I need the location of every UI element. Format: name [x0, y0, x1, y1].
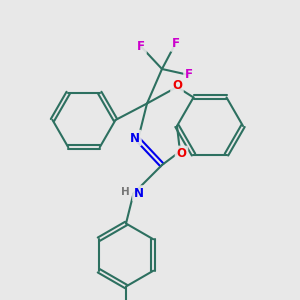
Text: H: H: [121, 187, 130, 197]
Text: N: N: [130, 131, 140, 145]
Text: F: F: [172, 37, 179, 50]
Text: F: F: [185, 68, 193, 82]
Text: O: O: [172, 79, 182, 92]
Text: F: F: [137, 40, 145, 53]
Text: O: O: [176, 147, 187, 161]
Text: N: N: [134, 187, 144, 200]
